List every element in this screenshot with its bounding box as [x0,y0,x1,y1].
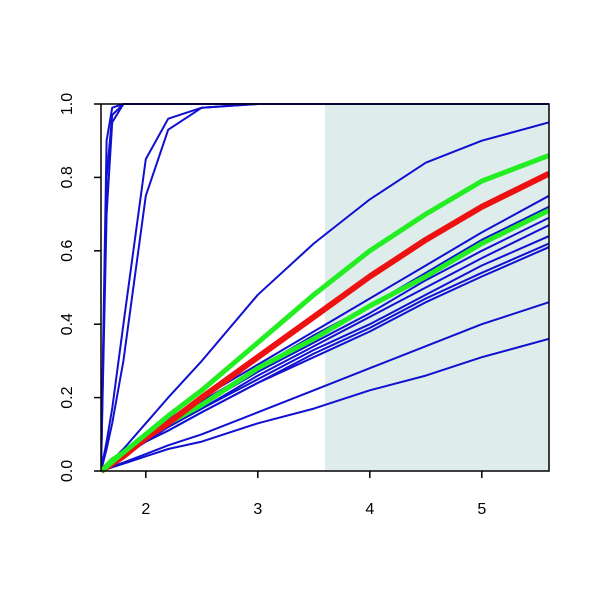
data-line [101,337,549,472]
x-tick-label: 5 [477,501,486,518]
y-tick-label: 0.8 [59,166,76,188]
y-tick-label: 0.6 [59,240,76,262]
y-tick-label: 0.4 [59,313,76,335]
data-line [101,153,549,473]
x-tick-label: 4 [365,501,374,518]
highlight-region [325,104,549,471]
x-tick-label: 3 [253,501,262,518]
plot-frame [100,103,550,472]
y-tick-label: 0.2 [59,386,76,408]
y-tick-label: 0.0 [59,460,76,482]
x-tick-label: 2 [141,501,150,518]
y-tick-label: 1.0 [59,93,76,115]
